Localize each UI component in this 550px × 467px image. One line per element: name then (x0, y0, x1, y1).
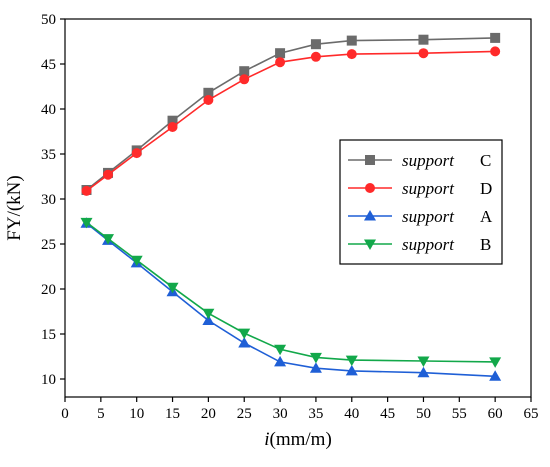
series-b (80, 217, 502, 368)
data-point (418, 48, 429, 59)
data-point (275, 57, 286, 68)
legend-swatch-marker (365, 183, 375, 193)
data-point (239, 74, 250, 85)
data-point (130, 255, 143, 267)
series-d (81, 46, 501, 196)
legend-label-letter: D (480, 179, 492, 198)
axes: 0 5 10 15 20 25 30 35 40 45 50 55 60 65 10 15 20 25 30 35 40… (4, 12, 539, 450)
x-tick-label: 30 (273, 406, 288, 422)
x-tick-label: 0 (61, 406, 69, 422)
data-point (203, 95, 214, 105)
series-layer (80, 32, 502, 381)
y-tick-label: 20 (41, 282, 56, 298)
data-point (274, 355, 287, 367)
data-point (417, 366, 430, 378)
legend-label-letter: A (480, 207, 493, 226)
x-tick-label: 40 (344, 406, 359, 422)
y-tick-label: 35 (41, 147, 56, 163)
data-point (131, 148, 142, 159)
legend-label-support: support (402, 207, 455, 226)
x-axis-title: i(mm/m) (264, 429, 332, 450)
data-point (80, 217, 93, 229)
x-axis-title-unit: (mm/m) (270, 429, 332, 450)
data-point (102, 234, 115, 245)
data-point (418, 34, 429, 45)
y-tick-label: 10 (41, 372, 56, 388)
data-point (490, 46, 501, 57)
y-tick-label: 40 (41, 102, 56, 118)
data-point (345, 355, 358, 367)
data-point (346, 35, 357, 46)
x-tick-label: 55 (452, 406, 467, 422)
data-point (202, 314, 215, 325)
x-tick-label: 60 (488, 406, 503, 422)
legend-swatch-marker (364, 239, 376, 250)
legend-label-support: support (402, 179, 455, 198)
y-tick-label: 30 (41, 192, 56, 208)
data-point (81, 185, 92, 196)
x-tick-label: 45 (380, 406, 395, 422)
data-point (309, 362, 322, 373)
data-point (238, 328, 251, 340)
data-point (167, 115, 178, 126)
x-tick-label: 15 (165, 406, 180, 422)
data-point (238, 337, 251, 348)
data-point (490, 32, 501, 43)
data-point (202, 308, 215, 320)
data-point (417, 356, 430, 367)
x-axis-title-italic: i (264, 429, 269, 450)
data-point (167, 122, 178, 132)
y-tick-label: 45 (41, 57, 56, 73)
data-point (103, 169, 114, 180)
legend-item: support C (348, 151, 491, 170)
legend-label-support: support (402, 235, 455, 254)
legend-swatch-marker (365, 155, 375, 165)
y-axis-title: FY/(kN) (4, 175, 25, 240)
data-point (203, 87, 214, 98)
x-tick-label: 5 (97, 406, 105, 422)
data-point (239, 66, 250, 77)
data-point (345, 364, 358, 376)
legend-item: support D (348, 179, 492, 198)
plot-frame (64, 18, 532, 398)
x-tick-label: 35 (308, 406, 323, 422)
y-tick-label: 15 (41, 327, 56, 343)
data-point (166, 282, 179, 294)
x-tick-label: 25 (237, 406, 252, 422)
x-tick-label: 10 (129, 406, 144, 422)
y-tick-label: 50 (41, 12, 56, 28)
legend-label-support: support (402, 151, 455, 170)
x-tick-label: 20 (201, 406, 216, 422)
data-point (310, 51, 321, 62)
x-tick-label: 50 (416, 406, 431, 422)
x-tick-label: 65 (524, 406, 539, 422)
data-point (309, 352, 322, 364)
data-point (489, 357, 502, 368)
data-point (310, 39, 321, 50)
data-point (274, 344, 287, 356)
data-point (489, 370, 502, 381)
legend-item: support B (348, 235, 491, 254)
legend-item: support A (348, 207, 493, 226)
legend-label-letter: B (480, 235, 491, 254)
y-tick-label: 25 (41, 237, 56, 253)
legend-swatch-marker (364, 210, 376, 221)
data-point (275, 48, 286, 59)
legend-label-letter: C (480, 151, 491, 170)
data-point (346, 49, 357, 60)
